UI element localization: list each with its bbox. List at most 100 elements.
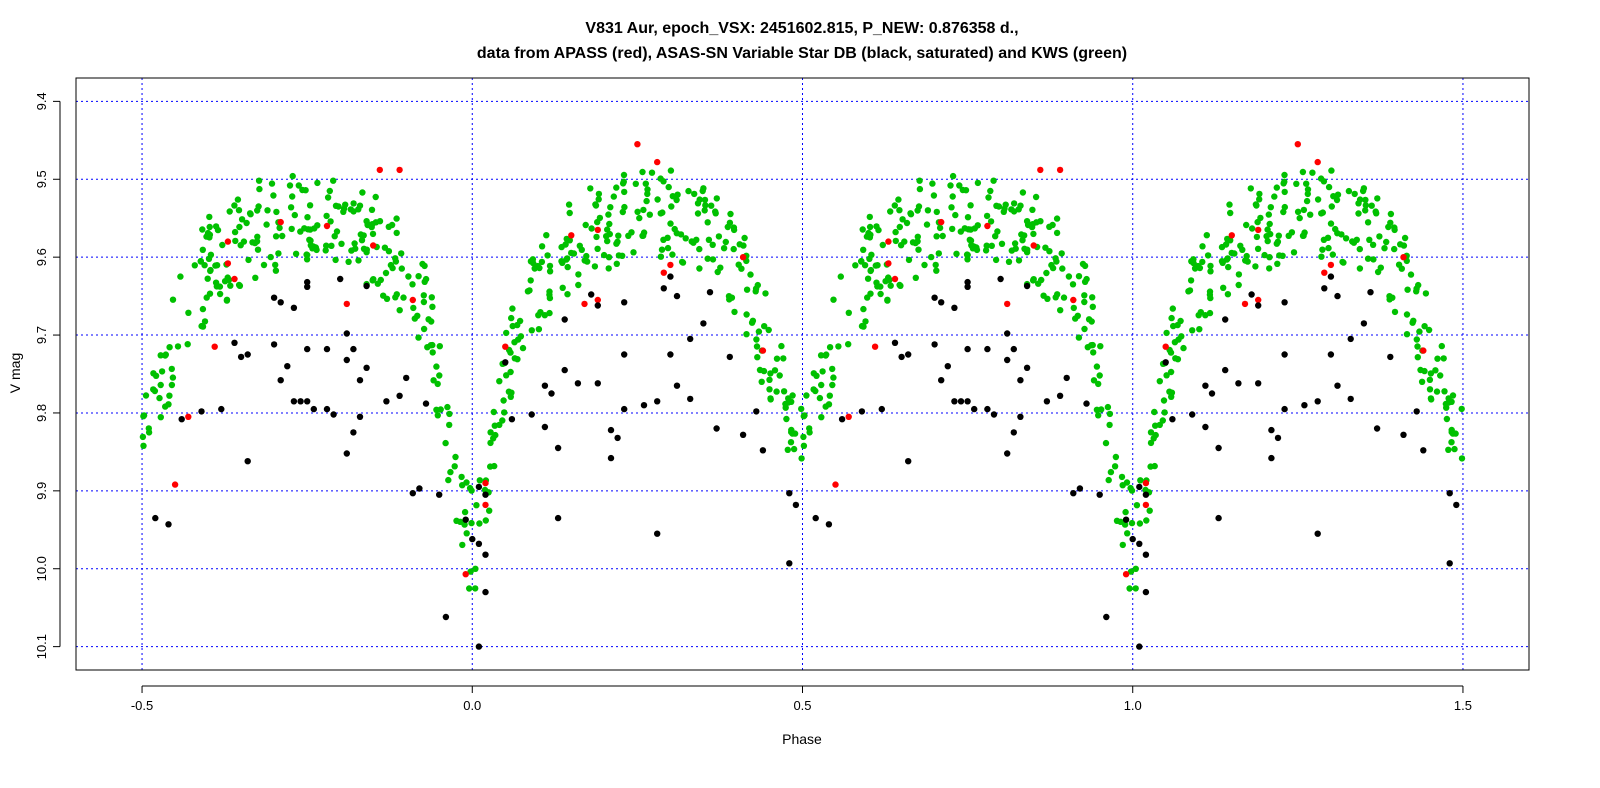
data-point: [482, 501, 489, 509]
data-point: [363, 249, 370, 256]
data-point: [665, 183, 672, 191]
data-point: [409, 490, 416, 497]
data-point: [1070, 490, 1077, 497]
data-point: [1143, 517, 1150, 524]
data-point: [546, 288, 553, 295]
data-point: [783, 415, 790, 423]
data-point: [947, 182, 954, 189]
data-point: [1364, 219, 1372, 226]
data-point: [429, 349, 436, 356]
data-point: [452, 453, 459, 461]
data-point: [595, 190, 603, 198]
data-point: [376, 218, 384, 225]
data-point: [434, 380, 441, 388]
data-point: [806, 425, 813, 432]
data-point: [376, 166, 383, 174]
data-point: [984, 345, 991, 353]
data-point: [1364, 255, 1372, 262]
data-point: [168, 365, 175, 373]
data-point: [951, 304, 958, 311]
data-point: [1329, 251, 1337, 258]
data-point: [236, 223, 243, 231]
data-point: [272, 267, 280, 274]
data-point: [938, 377, 945, 384]
data-point: [584, 258, 591, 265]
data-point: [859, 226, 866, 233]
data-point: [206, 223, 213, 231]
data-point: [369, 230, 377, 238]
data-point: [1381, 245, 1388, 252]
data-point: [835, 343, 842, 350]
data-point: [295, 182, 302, 189]
data-point: [273, 208, 280, 216]
data-point: [1440, 355, 1447, 362]
data-point: [1081, 292, 1088, 299]
data-point: [933, 267, 940, 274]
data-point: [1367, 289, 1374, 296]
data-point: [323, 345, 331, 353]
data-point: [759, 447, 767, 454]
data-point: [879, 241, 886, 249]
data-point: [1264, 237, 1271, 245]
data-point: [866, 255, 873, 262]
data-point: [669, 251, 676, 258]
data-point: [1426, 376, 1434, 383]
data-point: [639, 168, 646, 176]
data-point: [1060, 294, 1068, 301]
data-point: [788, 398, 795, 405]
data-point: [866, 213, 873, 221]
data-point: [673, 382, 681, 389]
data-point: [789, 430, 796, 437]
data-point: [892, 237, 899, 245]
data-point: [343, 330, 350, 337]
data-point: [1142, 491, 1150, 498]
data-point: [232, 237, 239, 245]
data-point: [323, 212, 330, 220]
data-point: [330, 177, 337, 184]
data-point: [350, 345, 357, 353]
data-point: [1119, 541, 1127, 549]
data-point: [212, 279, 220, 286]
data-point: [1089, 303, 1097, 310]
data-point: [468, 487, 475, 494]
data-point: [1443, 415, 1451, 423]
data-point: [359, 189, 366, 196]
data-point: [594, 302, 601, 309]
data-point: [254, 246, 262, 253]
data-point: [648, 169, 656, 176]
data-point: [784, 446, 791, 453]
data-point: [921, 261, 928, 269]
data-point: [1410, 317, 1417, 324]
data-point: [1374, 268, 1382, 276]
data-point: [956, 182, 963, 189]
data-point: [983, 212, 991, 220]
data-point: [1294, 141, 1302, 148]
data-point: [1180, 344, 1187, 352]
data-point: [507, 393, 514, 400]
data-point: [420, 298, 428, 306]
data-point: [509, 305, 516, 312]
data-point: [422, 400, 430, 407]
data-point: [303, 251, 310, 258]
data-point: [538, 243, 546, 250]
data-point: [1023, 249, 1031, 256]
data-point: [1202, 423, 1209, 431]
data-point: [687, 335, 694, 343]
data-point: [897, 242, 905, 249]
data-point: [223, 296, 231, 303]
data-point: [1422, 290, 1430, 297]
data-point: [467, 568, 474, 575]
data-point: [1075, 334, 1083, 341]
data-point: [235, 207, 243, 214]
data-point: [1458, 455, 1466, 462]
data-point: [1095, 380, 1102, 388]
data-point: [1085, 316, 1093, 323]
data-point: [923, 221, 931, 228]
data-point: [722, 238, 729, 246]
data-point: [511, 355, 518, 362]
data-point: [701, 207, 708, 214]
data-point: [487, 429, 494, 436]
data-point: [482, 551, 489, 558]
data-point: [1266, 265, 1273, 272]
